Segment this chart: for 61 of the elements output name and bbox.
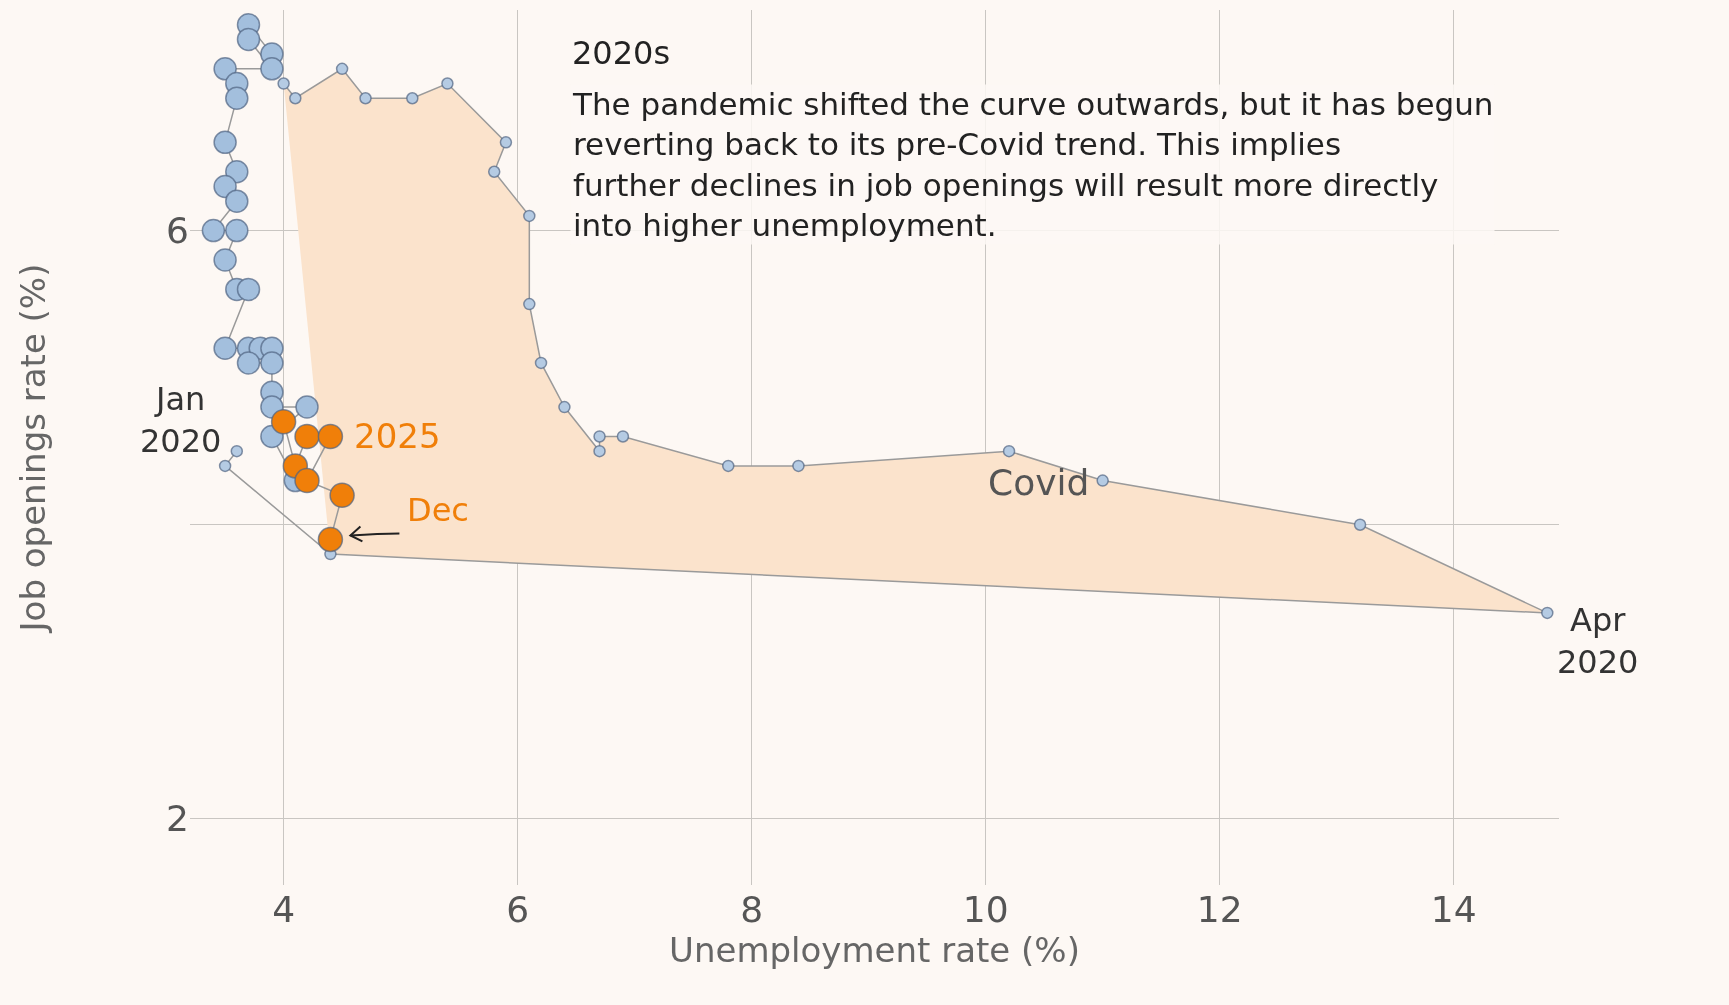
point (359, 91, 372, 105)
point (721, 459, 735, 473)
point (213, 248, 237, 272)
point (230, 444, 244, 458)
point (335, 62, 349, 76)
point (294, 423, 320, 450)
point (289, 91, 302, 105)
annotation: Jan 2020 (140, 380, 222, 460)
point (487, 165, 501, 179)
point (225, 189, 249, 213)
point (523, 209, 536, 223)
point (201, 218, 226, 243)
point (213, 336, 237, 360)
point (294, 467, 320, 494)
annotation: Apr 2020 (1557, 601, 1639, 681)
x-tick-label: 14 (1430, 889, 1477, 930)
x-axis-title: Unemployment rate (%) (669, 930, 1080, 970)
annotation: Covid (988, 462, 1090, 503)
point (270, 409, 297, 435)
point (558, 400, 571, 414)
point (317, 423, 344, 450)
point (593, 430, 606, 443)
point (213, 174, 237, 199)
point (329, 482, 355, 509)
x-tick-label: 12 (1196, 889, 1243, 930)
point (260, 351, 284, 375)
point (225, 86, 249, 110)
y-axis-title: Job openings rate (%) (12, 263, 53, 634)
y-tick-label: 2 (166, 798, 189, 840)
text: 2020s (572, 34, 671, 72)
point (1002, 444, 1016, 458)
series-label: 2025 (354, 416, 441, 456)
point (236, 277, 261, 302)
point (406, 91, 419, 105)
point (225, 160, 249, 184)
point (499, 136, 513, 149)
x-tick-label: 6 (506, 889, 530, 930)
x-tick-label: 8 (740, 889, 764, 930)
point (1353, 518, 1367, 531)
point (260, 57, 284, 81)
point (218, 459, 232, 473)
point (213, 57, 237, 81)
x-tick-label: 4 (272, 889, 296, 930)
point (213, 130, 237, 155)
point (277, 77, 290, 90)
text: The pandemic shifted the curve outwards, but it has begun reverting back to its pre-Covid trend. This implies further declines in job openings will result more directly into higher unemployment. (572, 86, 1494, 243)
point (616, 430, 630, 443)
point (523, 297, 536, 311)
point (441, 77, 454, 90)
point (1541, 606, 1554, 620)
annotation: Dec (407, 491, 469, 529)
point (792, 459, 805, 473)
point (236, 351, 261, 375)
point (317, 526, 344, 553)
point (534, 356, 548, 370)
point (295, 395, 319, 419)
x-tick-label: 10 (962, 889, 1009, 930)
point (593, 444, 606, 458)
point (225, 218, 249, 243)
point (236, 27, 261, 52)
point (1096, 474, 1109, 487)
